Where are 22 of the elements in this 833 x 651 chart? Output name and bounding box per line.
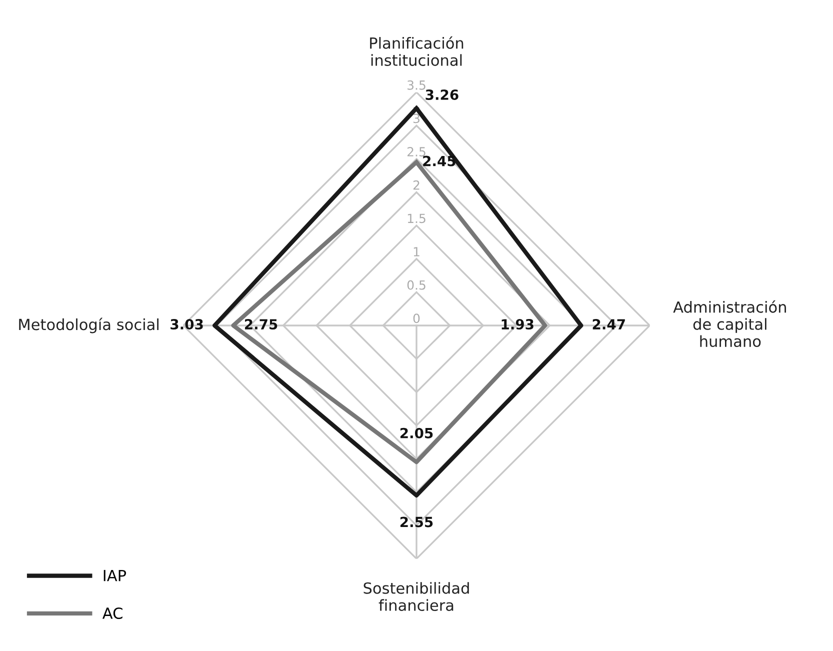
data-label: 2.55: [400, 516, 433, 528]
data-label: 2.75: [244, 319, 278, 330]
data-label: 2.45: [423, 156, 456, 166]
data-label: 2.47: [592, 319, 625, 330]
legend-label: AC: [102, 607, 122, 620]
legend-label: IAP: [104, 570, 126, 582]
y-tick-label: 1.5: [408, 214, 426, 224]
data-label: 3.03: [170, 319, 203, 330]
y-tick-label: 3: [413, 114, 420, 124]
y-tick-label: 2.5: [407, 147, 426, 156]
y-tick-label: 1: [414, 247, 420, 256]
y-tick-label: 0: [413, 314, 420, 324]
data-label: 3.26: [426, 90, 458, 100]
y-tick-label: 2: [413, 180, 420, 190]
spoke-label: Administración de capital humano: [673, 300, 786, 348]
spoke-label: Metodología social: [19, 318, 158, 334]
y-tick-label: 3.5: [408, 80, 426, 90]
spoke-label: Sostenibilidad financiera: [364, 582, 469, 611]
data-label: 1.93: [502, 319, 534, 330]
y-tick-label: 0.5: [407, 280, 426, 290]
data-label: 2.05: [400, 428, 433, 438]
spoke-label: Planificación institucional: [370, 36, 464, 66]
